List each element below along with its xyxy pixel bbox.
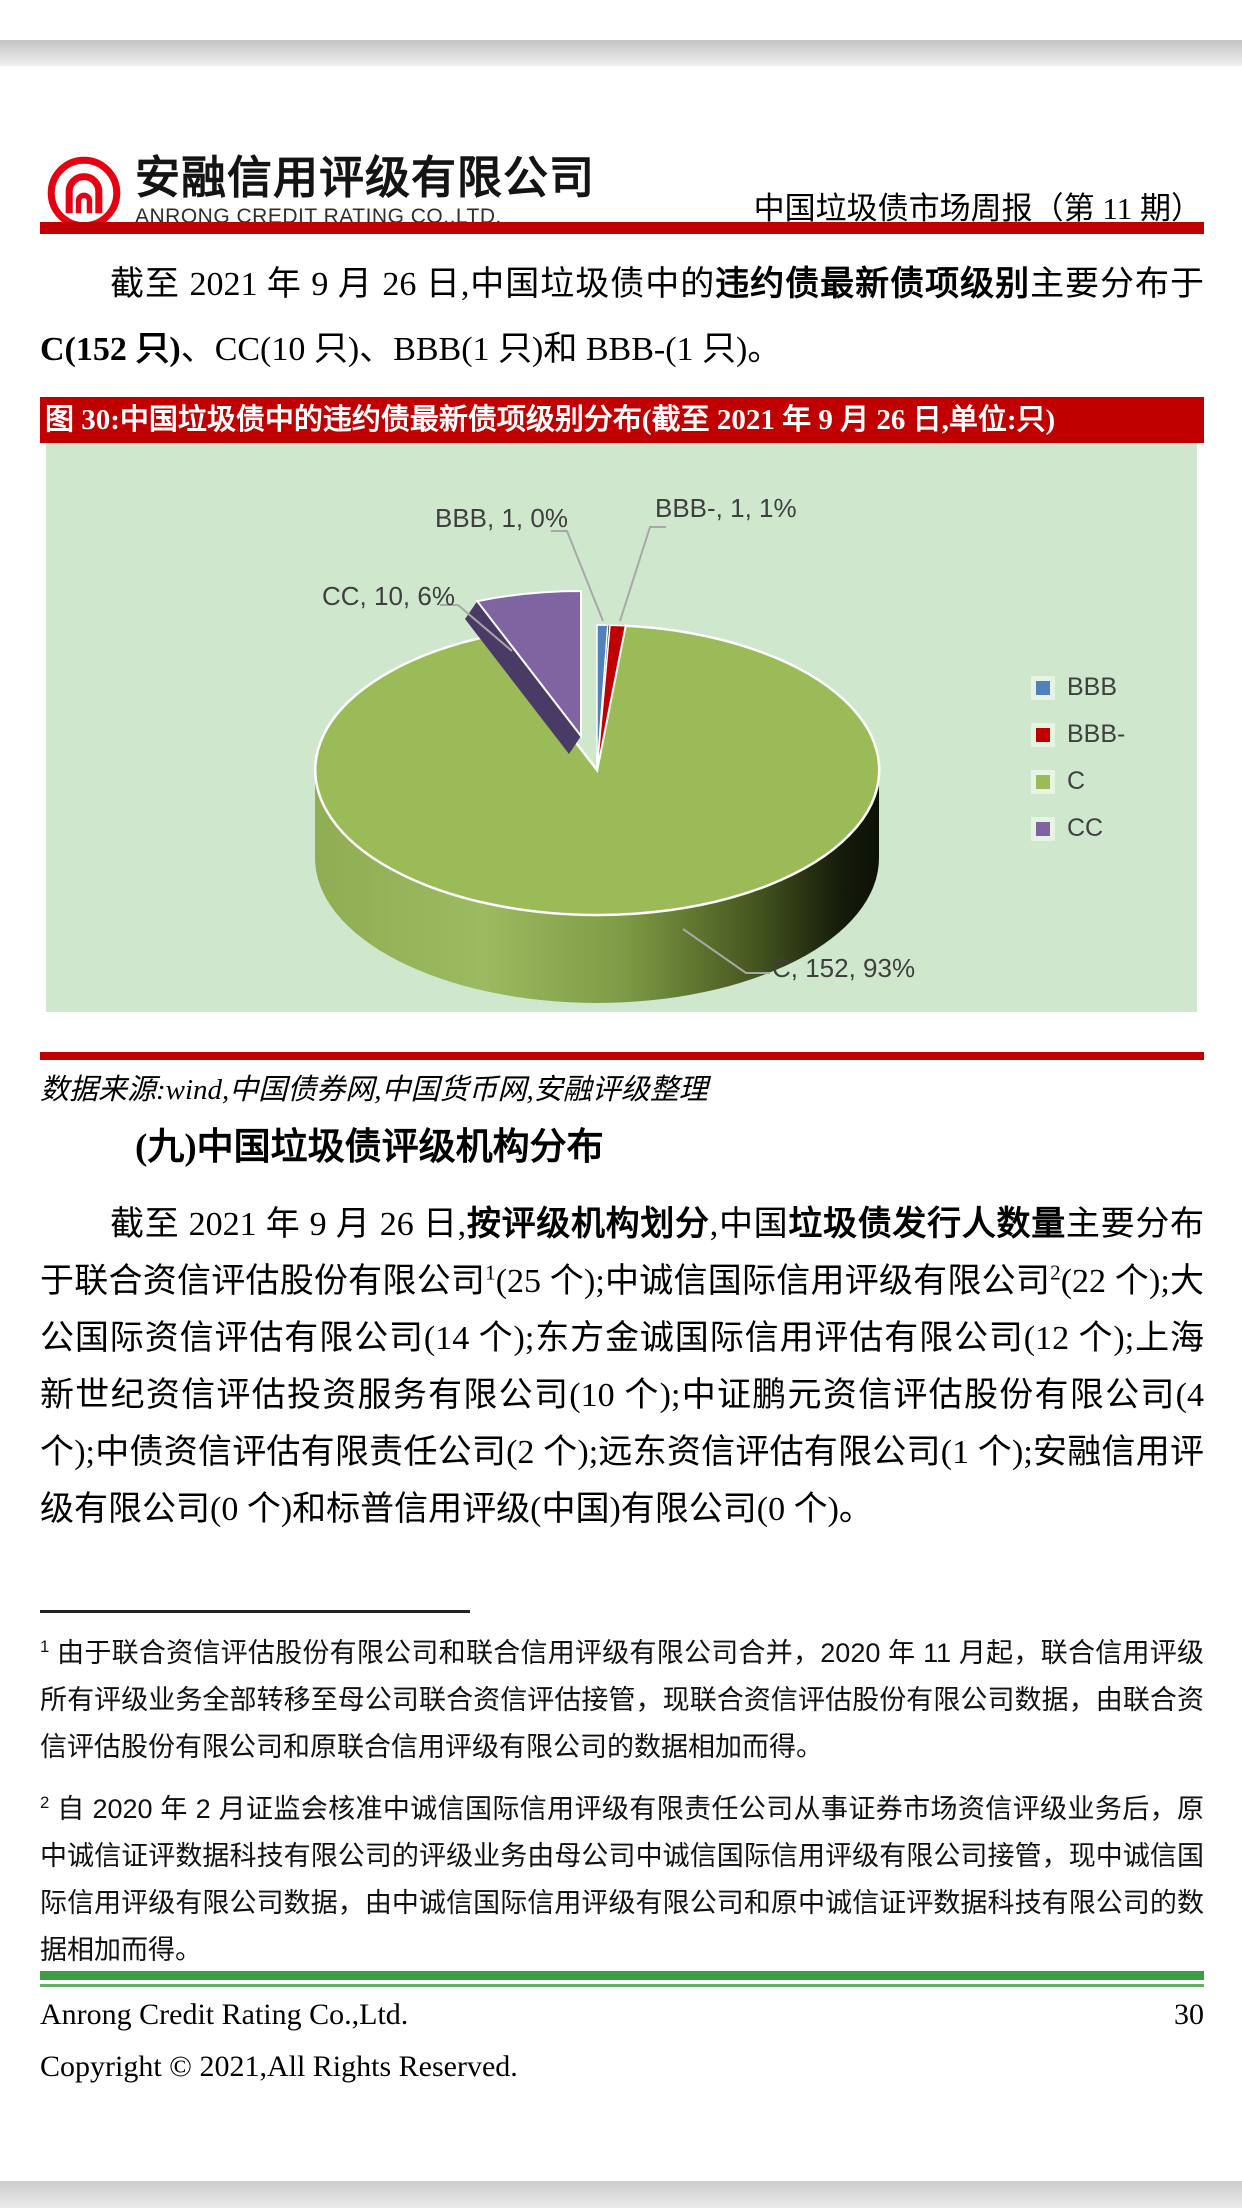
pie-chart-svg — [313, 526, 881, 1003]
footer-green-rule-thin — [40, 1984, 1204, 1987]
pie-chart: BBB, 1, 0% BBB-, 1, 1% CC, 10, 6% C, 152… — [46, 443, 1197, 1012]
leader-line-c — [682, 928, 770, 974]
data-label-c: C, 152, 93% — [772, 953, 916, 983]
company-logo: 安融信用评级有限公司 ANRONG CREDIT RATING CO.,LTD. — [45, 152, 596, 237]
top-separator-bar — [0, 40, 1242, 66]
legend-item-bbb-minus: BBB- — [1031, 720, 1125, 749]
page-number: 30 — [1174, 1998, 1204, 2031]
intro-paragraph: 截至 2021 年 9 月 26 日,中国垃圾债中的违约债最新债项级别主要分布于… — [40, 266, 1204, 368]
report-title: 中国垃圾债市场周报（第 11 期） — [753, 191, 1202, 226]
legend-label-c: C — [1067, 767, 1086, 795]
footnote-2: 2 自 2020 年 2 月证监会核准中诚信国际信用评级有限责任公司从事证券市场… — [40, 1793, 1204, 1965]
logo-company-name-en: ANRONG CREDIT RATING CO.,LTD. — [135, 204, 502, 228]
pie-slice-c — [313, 624, 881, 917]
legend-label-cc: CC — [1067, 814, 1104, 842]
footer-line: Anrong Credit Rating Co.,Ltd. 30 — [40, 1998, 1204, 2032]
leader-line-bbb-minus — [619, 526, 666, 622]
pie-slice-bbb-minus — [596, 624, 627, 771]
pie-side-wall — [315, 770, 879, 1003]
legend-item-c: C — [1031, 767, 1125, 796]
legend-label-bbb: BBB — [1067, 673, 1118, 701]
legend-label-bbb-minus: BBB- — [1067, 720, 1126, 748]
section-heading: (九)中国垃圾债评级机构分布 — [135, 1127, 604, 1168]
legend-item-bbb: BBB — [1031, 673, 1125, 702]
data-source-note: 数据来源:wind,中国债券网,中国货币网,安融评级整理 — [40, 1074, 708, 1106]
figure-caption-banner: 图 30:中国垃圾债中的违约债最新债项级别分布(截至 2021 年 9 月 26… — [40, 397, 1204, 443]
legend-item-cc: CC — [1031, 814, 1125, 843]
data-label-bbb-minus: BBB-, 1, 1% — [655, 493, 797, 523]
data-label-bbb: BBB, 1, 0% — [435, 503, 568, 533]
footer-company: Anrong Credit Rating Co.,Ltd. — [40, 1998, 409, 2031]
chart-legend: BBB BBB- C CC — [1031, 673, 1125, 843]
footer-green-rule-thick — [40, 1971, 1204, 1980]
legend-swatch-bbb-minus — [1031, 722, 1055, 747]
data-label-cc: CC, 10, 6% — [322, 581, 455, 611]
header-red-rule — [40, 222, 1204, 234]
body-paragraph: 截至 2021 年 9 月 26 日,按评级机构划分,中国垃圾债发行人数量主要分… — [40, 1206, 1205, 1528]
legend-swatch-bbb — [1031, 675, 1055, 700]
leader-line-cc — [440, 604, 513, 652]
footnote-separator — [40, 1610, 470, 1613]
logo-company-name: 安融信用评级有限公司 — [135, 152, 596, 203]
bottom-separator-bar — [0, 2181, 1242, 2208]
footer-copyright: Copyright © 2021,All Rights Reserved. — [40, 2050, 518, 2083]
legend-swatch-c — [1031, 769, 1055, 794]
leader-line-bbb — [551, 530, 604, 622]
footnote-1: 1 由于联合资信评估股份有限公司和联合信用评级有限公司合并，2020 年 11 … — [40, 1637, 1204, 1762]
legend-swatch-cc — [1031, 816, 1055, 841]
pie-slice-cc — [475, 589, 582, 739]
figure-bottom-red-rule — [40, 1052, 1204, 1060]
pie-slice-cc-side — [465, 601, 581, 754]
